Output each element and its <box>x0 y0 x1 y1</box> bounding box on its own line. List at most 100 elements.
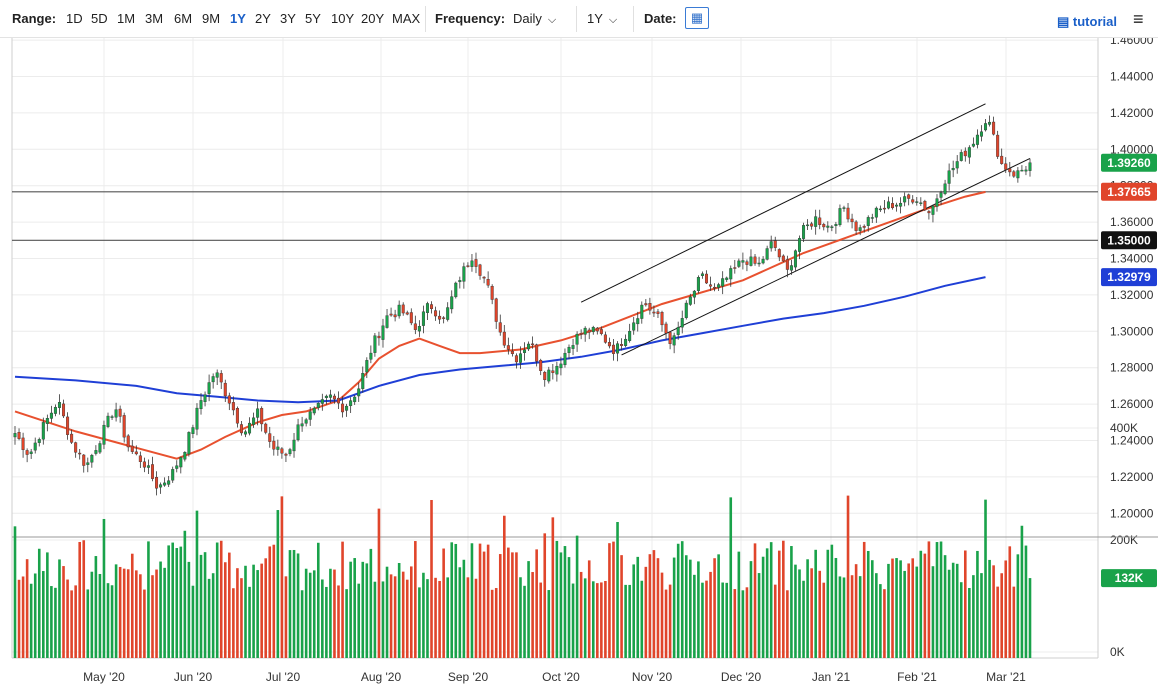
candle-up <box>215 372 219 378</box>
candle-down <box>785 259 789 270</box>
candle-up <box>1024 169 1028 172</box>
candle-down <box>155 476 159 489</box>
candle-down <box>74 442 78 453</box>
volume-bar <box>183 530 187 658</box>
candle-up <box>939 192 943 198</box>
range-button-10y[interactable]: 10Y <box>331 11 355 26</box>
volume-bar <box>519 577 522 658</box>
volume-bar <box>179 546 183 658</box>
candle-down <box>126 435 130 448</box>
candle-down <box>430 304 434 309</box>
volume-bar <box>676 543 680 658</box>
volume-bar <box>329 568 332 658</box>
volume-bar <box>434 577 437 658</box>
volume-bar <box>369 548 373 658</box>
candle-down <box>652 311 656 314</box>
period-dropdown[interactable]: 1Y ⌵ <box>587 11 617 27</box>
range-button-20y[interactable]: 20Y <box>361 11 385 26</box>
volume-bar <box>608 543 611 658</box>
volume-bar <box>155 569 158 658</box>
volume-bar <box>147 541 150 658</box>
volume-bar <box>498 554 502 658</box>
range-button-1y[interactable]: 1Y <box>230 11 246 26</box>
volume-bar <box>1020 525 1024 658</box>
candle-up <box>195 407 199 430</box>
volume-bar <box>284 576 288 658</box>
volume-bar <box>689 559 692 658</box>
candle-up <box>684 302 688 318</box>
volume-bar <box>159 561 162 658</box>
tutorial-link[interactable]: ▤ tutorial <box>1057 14 1117 30</box>
range-button-5d[interactable]: 5D <box>91 11 108 26</box>
candle-up <box>696 277 700 291</box>
hamburger-menu-icon[interactable]: ≡ <box>1133 9 1144 29</box>
volume-bar <box>939 541 943 658</box>
range-button-9m[interactable]: 9M <box>202 11 221 26</box>
date-label: Date: <box>644 11 677 26</box>
candle-down <box>70 433 74 443</box>
candle-down <box>810 223 814 227</box>
volume-bar <box>232 588 235 658</box>
candle-down <box>280 448 284 454</box>
volume-bar <box>616 521 619 658</box>
volume-bar <box>304 568 308 658</box>
price-tick-label: 1.42000 <box>1110 106 1154 120</box>
range-button-max[interactable]: MAX <box>392 11 421 26</box>
volume-bar <box>292 549 296 658</box>
range-button-3y[interactable]: 3Y <box>280 11 296 26</box>
candle-down <box>923 200 927 211</box>
volume-bar <box>757 573 761 658</box>
volume-bar <box>90 571 94 658</box>
candle-down <box>709 284 713 287</box>
candle-up <box>700 273 704 276</box>
volume-bar <box>426 579 429 658</box>
volume-bar <box>567 557 571 658</box>
price-tick-label: 1.26000 <box>1110 397 1154 411</box>
volume-bar <box>959 582 963 658</box>
volume-bar <box>361 561 365 658</box>
volume-bar <box>575 535 579 658</box>
film-icon: ▤ <box>1057 14 1073 29</box>
volume-bar <box>923 553 927 658</box>
candle-up <box>462 266 466 282</box>
range-button-2y[interactable]: 2Y <box>255 11 271 26</box>
frequency-value: Daily <box>513 11 542 26</box>
support-level-label: 1.35000 <box>1107 233 1151 247</box>
range-button-6m[interactable]: 6M <box>174 11 193 26</box>
candle-up <box>555 365 559 375</box>
candle-down <box>118 408 122 417</box>
candle-up <box>959 152 963 161</box>
calendar-icon[interactable]: ▦ <box>685 7 709 29</box>
candle-up <box>288 449 292 455</box>
volume-bar <box>911 558 915 658</box>
range-button-1m[interactable]: 1M <box>117 11 136 26</box>
candle-down <box>341 403 345 413</box>
candle-up <box>919 202 923 204</box>
volume-bar <box>903 570 906 658</box>
frequency-dropdown[interactable]: Daily ⌵ <box>513 11 556 27</box>
volume-bar <box>701 582 704 658</box>
candle-up <box>842 207 846 209</box>
candle-up <box>741 260 745 263</box>
candle-down <box>138 455 142 462</box>
volume-bar <box>17 579 21 658</box>
volume-bar <box>543 533 547 658</box>
range-button-3m[interactable]: 3M <box>145 11 164 26</box>
volume-bar <box>810 568 813 658</box>
candle-up <box>397 304 401 317</box>
volume-bar <box>870 560 874 658</box>
candle-down <box>478 264 482 276</box>
range-button-1d[interactable]: 1D <box>66 11 83 26</box>
candle-up <box>765 248 769 260</box>
volume-bar <box>992 565 995 658</box>
time-tick-label: Nov '20 <box>632 670 673 684</box>
volume-bar <box>834 557 838 658</box>
volume-bar <box>276 510 280 658</box>
volume-bar <box>126 569 130 658</box>
volume-bar <box>875 573 878 658</box>
range-button-5y[interactable]: 5Y <box>305 11 321 26</box>
candle-up <box>523 349 527 353</box>
candle-down <box>510 350 514 355</box>
volume-bar <box>381 581 385 658</box>
volume-bar <box>122 568 126 658</box>
